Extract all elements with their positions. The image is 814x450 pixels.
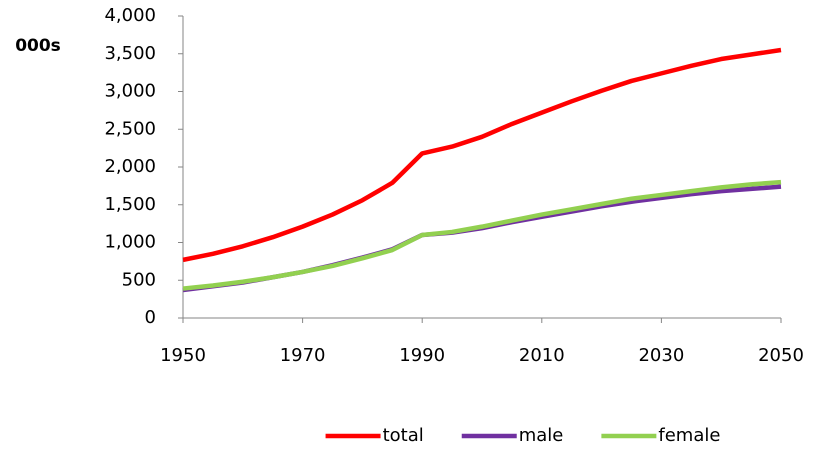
series-line [182,47,782,263]
y-tick-label: 2,000 [104,156,156,177]
legend-label: female [658,425,720,446]
x-tick-label: 1950 [160,345,206,366]
x-tick-label: 2030 [638,345,684,366]
y-tick-label: 1,500 [104,194,156,215]
y-tick-label: 3,000 [104,81,156,102]
series-line [182,179,782,291]
legend-label: total [383,425,424,446]
y-tick-label: 4,000 [104,5,156,26]
legend-label: male [519,425,564,446]
x-tick-label: 2050 [758,345,804,366]
x-tick-label: 2010 [519,345,565,366]
y-axis-label: 000s [15,36,61,56]
y-tick-label: 3,500 [104,43,156,64]
x-tick-label: 1970 [280,345,326,366]
y-tick-label: 0 [145,307,156,328]
y-tick-label: 500 [122,269,156,290]
x-tick-label: 1990 [399,345,445,366]
y-tick-label: 1,000 [104,232,156,253]
y-tick-label: 2,500 [104,118,156,139]
